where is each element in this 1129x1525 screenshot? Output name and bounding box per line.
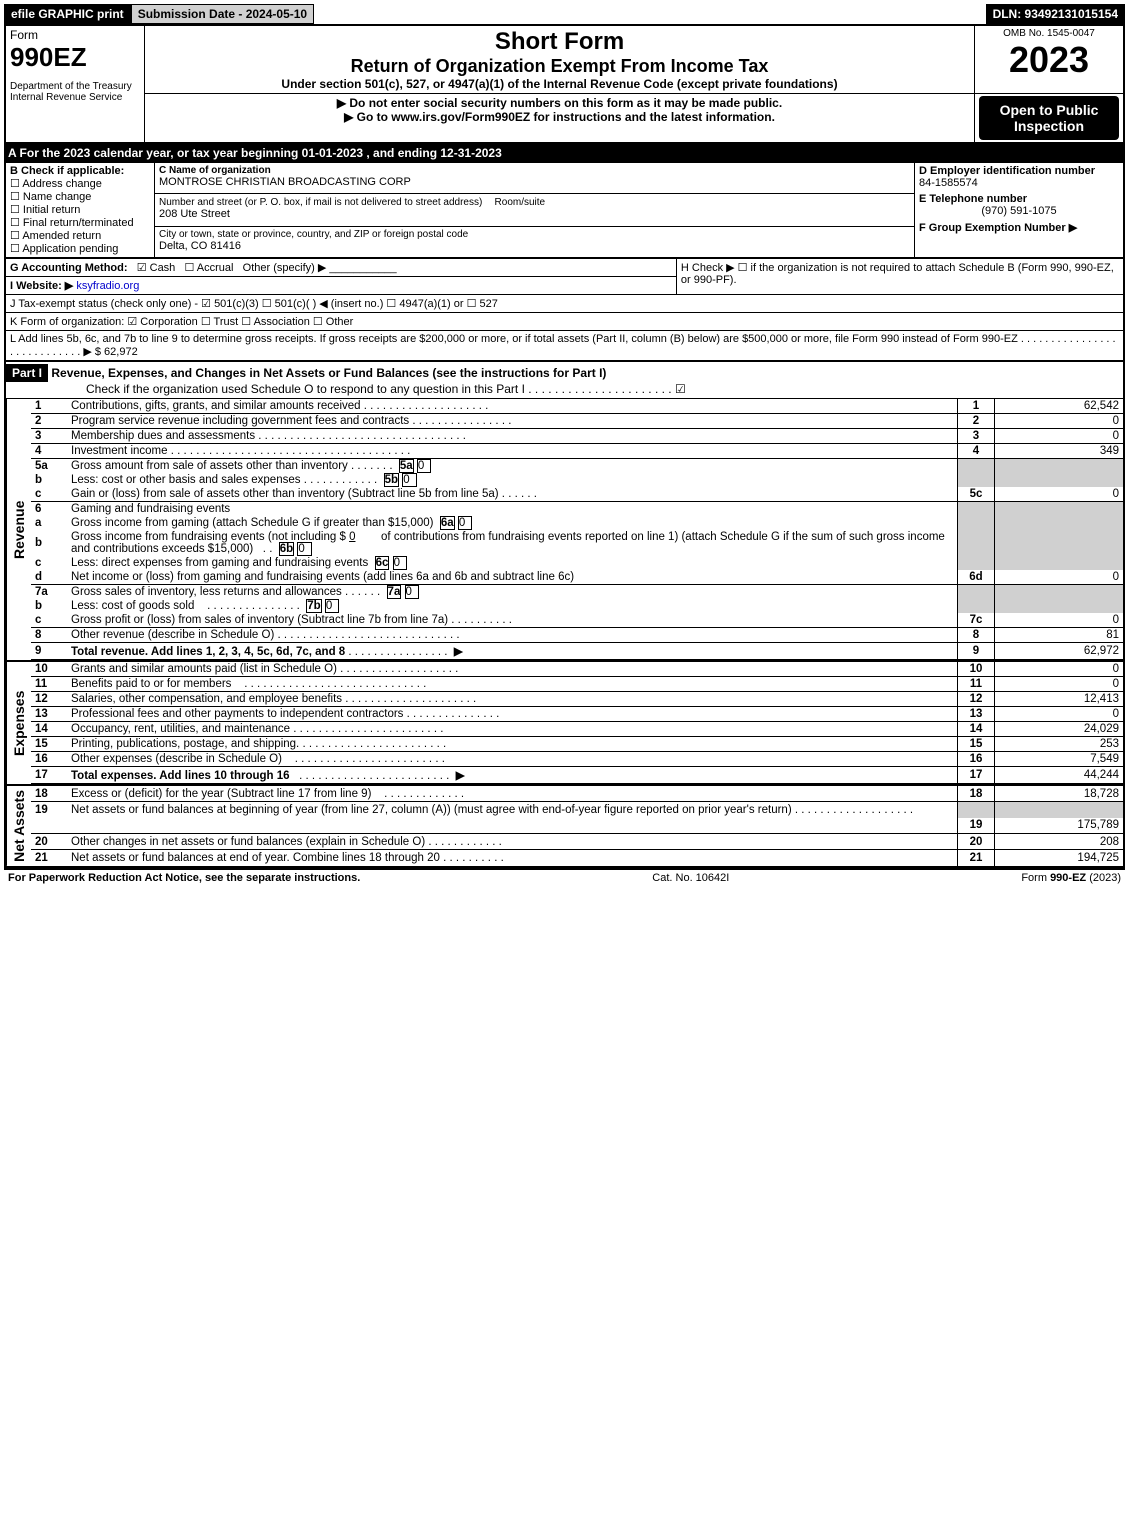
line-6a-value: 0 bbox=[458, 516, 472, 530]
footer-right: Form 990-EZ (2023) bbox=[1021, 872, 1121, 884]
box-f-label: F Group Exemption Number ▶ bbox=[919, 221, 1119, 234]
page-footer: For Paperwork Reduction Act Notice, see … bbox=[4, 868, 1125, 886]
line-19-value: 175,789 bbox=[995, 818, 1124, 834]
part-i-check[interactable]: ☑ bbox=[675, 382, 686, 396]
form-number: 990EZ bbox=[10, 42, 140, 73]
org-name: MONTROSE CHRISTIAN BROADCASTING CORP bbox=[159, 176, 910, 188]
box-d-label: D Employer identification number bbox=[919, 165, 1119, 177]
line-3-value: 0 bbox=[995, 429, 1124, 444]
subtitle: Under section 501(c), 527, or 4947(a)(1)… bbox=[149, 77, 970, 91]
info-boxes: B Check if applicable: ☐ Address change … bbox=[4, 162, 1125, 258]
box-k: K Form of organization: ☑ Corporation ☐ … bbox=[5, 313, 1124, 331]
line-12-value: 12,413 bbox=[995, 692, 1124, 707]
footer-left: For Paperwork Reduction Act Notice, see … bbox=[8, 872, 360, 884]
box-i-label: I Website: ▶ bbox=[10, 280, 73, 292]
box-c-city-label: City or town, state or province, country… bbox=[159, 229, 910, 240]
tax-year: 2023 bbox=[979, 39, 1119, 81]
website-link[interactable]: ksyfradio.org bbox=[76, 280, 139, 292]
open-to-public: Open to Public Inspection bbox=[979, 96, 1119, 140]
chk-final-return[interactable]: ☐ Final return/terminated bbox=[10, 216, 150, 229]
part-i-sub: Check if the organization used Schedule … bbox=[86, 382, 672, 396]
line-8-value: 81 bbox=[995, 628, 1124, 643]
title-short: Short Form bbox=[149, 28, 970, 56]
line-16-value: 7,549 bbox=[995, 752, 1124, 767]
omb-number: OMB No. 1545-0047 bbox=[979, 28, 1119, 39]
line-13-value: 0 bbox=[995, 707, 1124, 722]
top-bar: efile GRAPHIC print Submission Date - 20… bbox=[4, 4, 1125, 24]
city-value: Delta, CO 81416 bbox=[159, 240, 910, 252]
expenses-table: 10Grants and similar amounts paid (list … bbox=[31, 662, 1123, 784]
box-h: H Check ▶ ☐ if the organization is not r… bbox=[676, 259, 1124, 295]
efile-label: efile GRAPHIC print bbox=[4, 4, 131, 24]
line-10-value: 0 bbox=[995, 662, 1124, 677]
box-e-label: E Telephone number bbox=[919, 193, 1119, 205]
goto-link[interactable]: ▶ Go to www.irs.gov/Form990EZ for instru… bbox=[149, 110, 970, 124]
phone-value: (970) 591-1075 bbox=[919, 205, 1119, 217]
line-7c-value: 0 bbox=[995, 613, 1124, 628]
ein-value: 84-1585574 bbox=[919, 177, 1119, 189]
net-assets-sidebar: Net Assets bbox=[6, 786, 31, 866]
line-20-value: 208 bbox=[995, 834, 1124, 850]
line-9-value: 62,972 bbox=[995, 643, 1124, 660]
line-11-value: 0 bbox=[995, 677, 1124, 692]
line-17-value: 44,244 bbox=[995, 767, 1124, 784]
line-5a-value: 0 bbox=[417, 459, 431, 473]
chk-accrual[interactable]: Accrual bbox=[197, 262, 234, 274]
expenses-sidebar: Expenses bbox=[6, 662, 31, 784]
title-main: Return of Organization Exempt From Incom… bbox=[149, 56, 970, 77]
line-4-value: 349 bbox=[995, 444, 1124, 459]
box-c-name-label: C Name of organization bbox=[159, 165, 910, 176]
line-6c-value: 0 bbox=[393, 556, 407, 570]
footer-catalog: Cat. No. 10642I bbox=[652, 872, 729, 884]
line-7a-value: 0 bbox=[405, 585, 419, 599]
line-2-value: 0 bbox=[995, 414, 1124, 429]
chk-name-change[interactable]: ☐ Name change bbox=[10, 190, 150, 203]
line-1-value: 62,542 bbox=[995, 399, 1124, 414]
dln-label: DLN: 93492131015154 bbox=[986, 4, 1125, 24]
line-5c-value: 0 bbox=[995, 487, 1124, 502]
chk-address-change[interactable]: ☐ Address change bbox=[10, 177, 150, 190]
box-j: J Tax-exempt status (check only one) - ☑… bbox=[5, 295, 1124, 313]
line-6b-value: 0 bbox=[297, 542, 311, 556]
line-7b-value: 0 bbox=[325, 599, 339, 613]
revenue-sidebar: Revenue bbox=[6, 399, 31, 660]
line-14-value: 24,029 bbox=[995, 722, 1124, 737]
line-15-value: 253 bbox=[995, 737, 1124, 752]
street-value: 208 Ute Street bbox=[159, 208, 910, 220]
part-i-label: Part I bbox=[6, 364, 48, 382]
box-l: L Add lines 5b, 6c, and 7b to line 9 to … bbox=[5, 331, 1124, 361]
revenue-table: 1Contributions, gifts, grants, and simil… bbox=[31, 399, 1123, 660]
section-a-period: A For the 2023 calendar year, or tax yea… bbox=[4, 144, 1125, 162]
form-label: Form bbox=[10, 28, 140, 42]
box-g-label: G Accounting Method: bbox=[10, 262, 128, 274]
chk-application-pending[interactable]: ☐ Application pending bbox=[10, 242, 150, 255]
other-specify[interactable]: Other (specify) ▶ bbox=[243, 262, 327, 274]
line-21-value: 194,725 bbox=[995, 850, 1124, 866]
dept-label: Department of the Treasury bbox=[10, 81, 140, 92]
info-ghijkl: G Accounting Method: ☑ Cash ☐ Accrual Ot… bbox=[4, 258, 1125, 361]
form-header: Form 990EZ Department of the Treasury In… bbox=[4, 24, 1125, 144]
submission-date: Submission Date - 2024-05-10 bbox=[131, 4, 314, 24]
line-18-value: 18,728 bbox=[995, 786, 1124, 802]
box-b-label: B Check if applicable: bbox=[10, 165, 150, 177]
net-assets-table: 18Excess or (deficit) for the year (Subt… bbox=[31, 786, 1123, 866]
irs-label: Internal Revenue Service bbox=[10, 92, 140, 103]
line-5b-value: 0 bbox=[402, 473, 416, 487]
box-c-street-label: Number and street (or P. O. box, if mail… bbox=[159, 197, 482, 208]
chk-amended-return[interactable]: ☐ Amended return bbox=[10, 229, 150, 242]
part-i-heading: Revenue, Expenses, and Changes in Net As… bbox=[51, 366, 606, 380]
room-label: Room/suite bbox=[495, 197, 546, 208]
chk-initial-return[interactable]: ☐ Initial return bbox=[10, 203, 150, 216]
line-6d-value: 0 bbox=[995, 570, 1124, 585]
ssn-warning: ▶ Do not enter social security numbers o… bbox=[149, 96, 970, 110]
chk-cash[interactable]: Cash bbox=[150, 262, 176, 274]
